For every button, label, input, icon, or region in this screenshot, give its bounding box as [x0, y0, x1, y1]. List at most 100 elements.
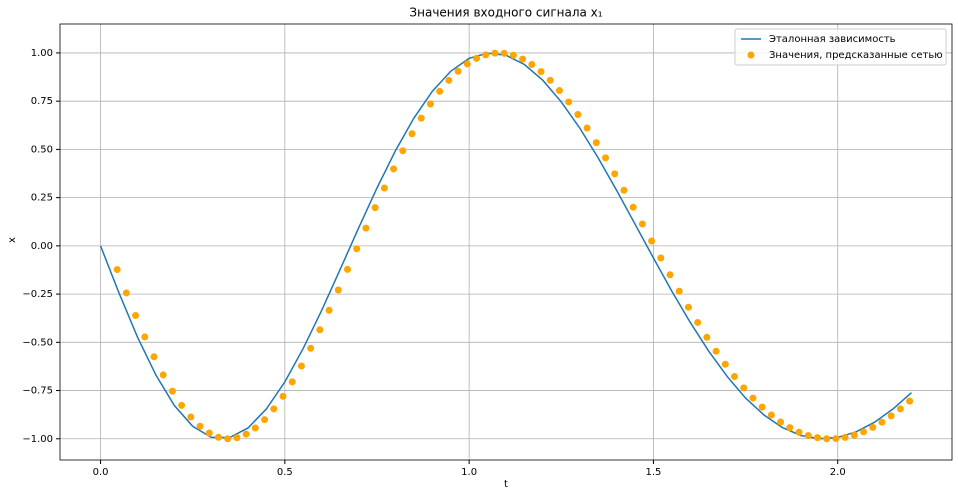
point — [823, 435, 831, 443]
point — [786, 424, 794, 432]
point — [878, 418, 886, 426]
point — [205, 429, 213, 437]
x-tick-label: 0.5 — [277, 467, 293, 478]
point — [122, 289, 130, 297]
point — [675, 287, 683, 295]
point — [270, 405, 278, 413]
point — [214, 433, 222, 441]
point — [113, 266, 121, 274]
point — [178, 401, 186, 409]
point — [648, 237, 656, 245]
point — [196, 422, 204, 430]
point — [380, 184, 388, 192]
y-tick-label: 0.75 — [31, 96, 53, 107]
point — [703, 333, 711, 341]
point — [316, 326, 324, 334]
point — [758, 403, 766, 411]
point — [684, 303, 692, 311]
point — [813, 434, 821, 442]
y-axis-label: x — [7, 237, 18, 243]
point — [583, 124, 591, 132]
point — [731, 372, 739, 380]
point — [740, 384, 748, 392]
point — [168, 387, 176, 395]
point — [638, 220, 646, 228]
chart-title: Значения входного сигнала x₁ — [409, 6, 602, 20]
point — [150, 353, 158, 361]
point — [436, 87, 444, 95]
point — [187, 413, 195, 421]
point — [777, 418, 785, 426]
point — [869, 423, 877, 431]
point — [399, 147, 407, 155]
point — [574, 110, 582, 118]
point — [860, 428, 868, 436]
point — [537, 68, 545, 76]
x-tick-label: 1.5 — [645, 467, 661, 478]
point — [297, 362, 305, 370]
point — [242, 430, 250, 438]
point — [721, 360, 729, 368]
legend-label: Эталонная зависимость — [769, 34, 896, 45]
point — [767, 411, 775, 419]
y-tick-label: 0.25 — [31, 193, 53, 204]
legend-marker — [747, 51, 755, 59]
point — [362, 224, 370, 232]
point — [279, 392, 287, 400]
point — [657, 254, 665, 262]
point — [454, 67, 462, 75]
x-tick-label: 2.0 — [830, 467, 846, 478]
point — [159, 371, 167, 379]
point — [353, 245, 361, 253]
point — [408, 130, 416, 138]
y-tick-label: −0.25 — [22, 289, 53, 300]
point — [390, 165, 398, 173]
point — [463, 60, 471, 68]
point — [371, 204, 379, 212]
point — [528, 61, 536, 69]
point — [445, 76, 453, 84]
point — [896, 405, 904, 413]
y-tick-label: −1.00 — [22, 434, 53, 445]
point — [482, 51, 490, 59]
point — [417, 114, 425, 122]
legend-box — [734, 28, 947, 66]
point — [224, 435, 232, 443]
plot-frame — [59, 23, 953, 461]
point — [288, 378, 296, 386]
point — [307, 344, 315, 352]
point — [426, 100, 434, 108]
point — [841, 433, 849, 441]
point — [334, 286, 342, 294]
point — [804, 431, 812, 439]
point — [519, 55, 527, 63]
point — [629, 203, 637, 211]
point — [509, 51, 517, 59]
point — [712, 347, 720, 355]
point — [832, 435, 840, 443]
point — [602, 154, 610, 162]
x-tick-label: 1.0 — [461, 467, 477, 478]
x-axis-label: t — [504, 479, 508, 490]
point — [592, 139, 600, 147]
point — [325, 306, 333, 314]
point — [141, 333, 149, 341]
point — [261, 416, 269, 424]
point — [251, 424, 259, 432]
point — [795, 428, 803, 436]
legend-label: Значения, предсказанные сетью — [769, 50, 943, 61]
point — [473, 54, 481, 62]
point — [611, 170, 619, 178]
point — [565, 98, 573, 106]
point — [906, 397, 914, 405]
point — [749, 394, 757, 402]
point — [491, 49, 499, 57]
point — [344, 265, 352, 273]
point — [620, 186, 628, 194]
y-tick-label: −0.75 — [22, 386, 53, 397]
y-tick-label: 1.00 — [31, 48, 53, 59]
x-tick-label: 0.0 — [93, 467, 109, 478]
point — [132, 312, 140, 320]
point — [887, 412, 895, 420]
point — [233, 434, 241, 442]
